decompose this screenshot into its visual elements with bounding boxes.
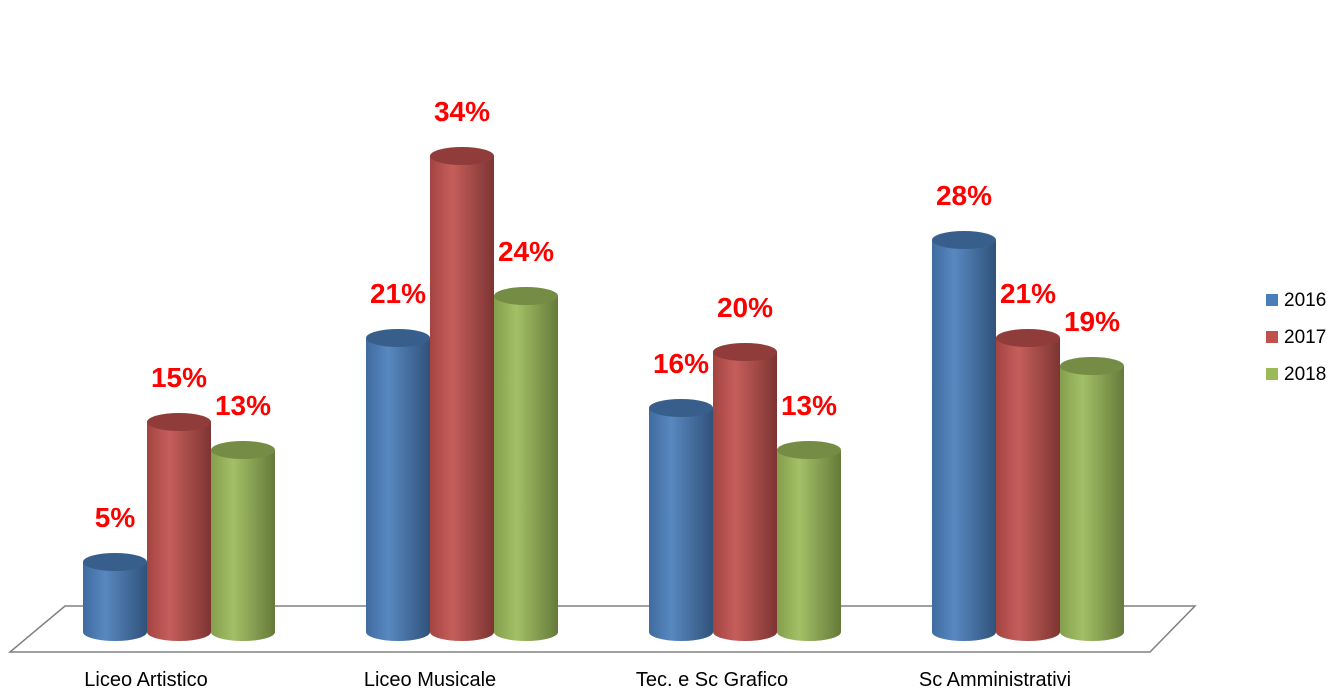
data-label: 21% (998, 276, 1058, 312)
svg-text:5%: 5% (95, 502, 136, 533)
svg-text:34%: 34% (434, 96, 490, 127)
bar-tec-e-sc-grafico-2016 (649, 399, 713, 641)
bar-tec-e-sc-grafico-2017 (713, 343, 777, 641)
legend-swatch (1266, 368, 1278, 380)
legend-swatch (1266, 294, 1278, 306)
legend-item-2018: 2018 (1266, 364, 1326, 385)
bar-tec-e-sc-grafico-2018 (777, 441, 841, 641)
data-label: 15% (149, 360, 209, 396)
svg-text:24%: 24% (498, 236, 554, 267)
bar-sc-amministrativi-2018 (1060, 357, 1124, 641)
data-label: 21% (368, 276, 428, 312)
category-label-liceo-artistico: Liceo Artistico (84, 669, 207, 691)
svg-text:16%: 16% (653, 348, 709, 379)
data-label: 16% (651, 346, 711, 382)
legend-label: 2017 (1284, 327, 1326, 348)
bars (83, 147, 1124, 641)
data-label: 5% (94, 500, 136, 536)
svg-text:15%: 15% (151, 362, 207, 393)
bar-sc-amministrativi-2017 (996, 329, 1060, 641)
bar-sc-amministrativi-2016 (932, 231, 996, 641)
data-label: 28% (934, 178, 994, 214)
data-label: 24% (496, 234, 556, 270)
svg-text:21%: 21% (370, 278, 426, 309)
svg-text:13%: 13% (781, 390, 837, 421)
svg-text:28%: 28% (936, 180, 992, 211)
category-label-tec-e-sc-grafico: Tec. e Sc Grafico (636, 669, 788, 691)
legend-label: 2018 (1284, 364, 1326, 385)
category-label-sc-amministrativi: Sc Amministrativi (919, 669, 1071, 691)
data-label: 13% (213, 388, 273, 424)
data-label: 34% (432, 94, 492, 130)
bar-liceo-artistico-2016 (83, 553, 147, 641)
bar-liceo-musicale-2018 (494, 287, 558, 641)
legend-swatch (1266, 331, 1278, 343)
svg-text:19%: 19% (1064, 306, 1120, 337)
bar-liceo-musicale-2016 (366, 329, 430, 641)
legend-label: 2016 (1284, 290, 1326, 311)
category-labels: Liceo Artistico Liceo Musicale Tec. e Sc G… (84, 669, 1071, 691)
svg-text:21%: 21% (1000, 278, 1056, 309)
bar-liceo-artistico-2017 (147, 413, 211, 641)
bar-liceo-artistico-2018 (211, 441, 275, 641)
svg-text:13%: 13% (215, 390, 271, 421)
data-label: 13% (779, 388, 839, 424)
legend: 2016 2017 2018 (1266, 290, 1326, 385)
bar-liceo-musicale-2017 (430, 147, 494, 641)
legend-item-2016: 2016 (1266, 290, 1326, 311)
data-label: 19% (1062, 304, 1122, 340)
category-label-liceo-musicale: Liceo Musicale (364, 669, 496, 691)
data-label: 20% (715, 290, 775, 326)
svg-text:20%: 20% (717, 292, 773, 323)
legend-item-2017: 2017 (1266, 327, 1326, 348)
data-labels: 5% 15% 13% 21% 34% 24% 16% 20% 13% 28% 21% 19% (94, 94, 1122, 536)
